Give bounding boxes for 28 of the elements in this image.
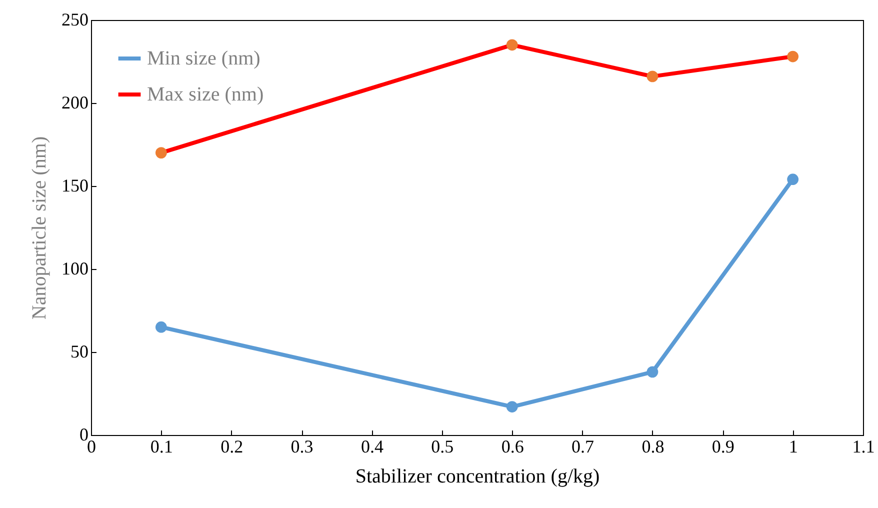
y-tick-label: 250 (62, 10, 88, 30)
x-tick-label: 0.8 (642, 436, 664, 456)
point (155, 321, 167, 333)
x-tick-label: 0.3 (290, 436, 314, 456)
y-tick-label: 50 (70, 342, 88, 362)
point (506, 39, 518, 51)
y-tick-label: 150 (62, 176, 88, 196)
point (787, 174, 799, 186)
legend-label: Max size (nm) (147, 84, 264, 106)
y-axis-title: Nanoparticle size (nm) (28, 136, 50, 320)
x-tick-label: 0.4 (360, 436, 384, 456)
y-tick-label: 200 (62, 92, 88, 112)
x-axis-title: Stabilizer concentration (g/kg) (355, 466, 600, 488)
point (646, 366, 658, 378)
legend-label: Min size (nm) (147, 48, 260, 70)
x-tick-label: 1 (788, 436, 798, 456)
point (787, 50, 799, 62)
x-tick-label: 0.2 (220, 436, 244, 456)
y-tick-label: 100 (62, 258, 88, 278)
x-tick-label: 0.1 (150, 436, 173, 456)
x-tick-label: 1.1 (852, 436, 875, 456)
x-tick-label: 0.9 (712, 436, 734, 456)
x-tick-label: 0.7 (572, 436, 594, 456)
x-tick-label: 0.6 (501, 436, 524, 456)
x-tick-label: 0.5 (431, 436, 454, 456)
point (506, 401, 518, 412)
point (155, 147, 167, 158)
point (646, 70, 658, 82)
